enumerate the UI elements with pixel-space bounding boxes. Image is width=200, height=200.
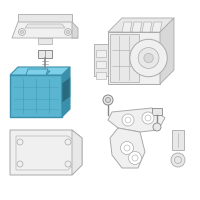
Polygon shape (132, 22, 142, 32)
Polygon shape (26, 71, 50, 75)
Circle shape (142, 112, 154, 124)
Circle shape (128, 152, 142, 164)
Polygon shape (26, 69, 48, 75)
Circle shape (138, 48, 159, 68)
Circle shape (18, 28, 26, 36)
Circle shape (171, 153, 185, 167)
Polygon shape (108, 32, 160, 84)
Polygon shape (10, 130, 82, 175)
Bar (96, 50, 106, 57)
Polygon shape (152, 22, 162, 32)
Circle shape (144, 53, 153, 63)
Bar (96, 61, 106, 68)
Polygon shape (25, 24, 65, 28)
Circle shape (64, 28, 72, 36)
Bar (152, 108, 162, 115)
Bar (38, 50, 52, 58)
Polygon shape (10, 75, 62, 117)
Circle shape (106, 98, 110, 102)
Polygon shape (18, 14, 72, 22)
Polygon shape (108, 18, 174, 32)
Polygon shape (122, 22, 132, 32)
Polygon shape (72, 130, 82, 175)
Bar (96, 72, 106, 79)
Polygon shape (108, 108, 165, 132)
Polygon shape (160, 18, 174, 84)
Polygon shape (142, 22, 152, 32)
Circle shape (122, 114, 134, 126)
Circle shape (103, 95, 113, 105)
Polygon shape (110, 128, 145, 168)
Circle shape (66, 30, 70, 33)
Polygon shape (38, 38, 52, 44)
Polygon shape (110, 34, 139, 82)
Polygon shape (62, 67, 70, 117)
Bar (172, 130, 184, 150)
Circle shape (21, 30, 24, 33)
Polygon shape (72, 22, 78, 38)
Circle shape (153, 123, 161, 131)
Polygon shape (94, 44, 108, 76)
Circle shape (120, 142, 134, 154)
Polygon shape (12, 22, 78, 38)
Polygon shape (10, 67, 70, 75)
Circle shape (130, 39, 167, 77)
Polygon shape (62, 77, 70, 103)
